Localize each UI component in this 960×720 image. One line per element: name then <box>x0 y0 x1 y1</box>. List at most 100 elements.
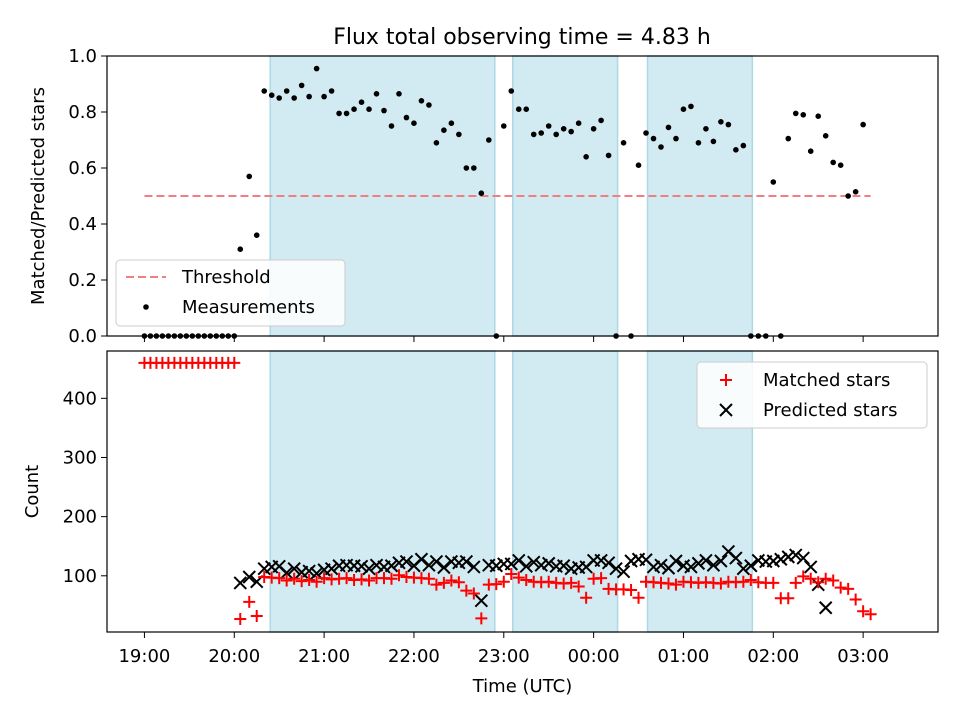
predicted-star-point <box>233 576 247 590</box>
legend-matched-label: Matched stars <box>763 370 890 391</box>
matched-star-point <box>340 572 353 585</box>
matched-star-point <box>669 578 682 591</box>
matched-star-point <box>460 584 473 597</box>
matched-star-point <box>737 575 750 588</box>
matched-star-point <box>318 572 331 585</box>
measurement-point <box>635 162 642 168</box>
predicted-star-point <box>384 559 399 573</box>
bottom-ylabel: Count <box>22 465 43 518</box>
predicted-star-point <box>414 552 429 566</box>
matched-star-point <box>572 580 585 593</box>
measurement-point <box>366 106 372 112</box>
measurement-point <box>343 110 350 117</box>
measurement-point <box>688 103 694 110</box>
predicted-star-point <box>437 560 451 575</box>
matched-star-point <box>475 612 488 625</box>
measurement-point <box>620 140 627 146</box>
measurement-point <box>792 110 799 117</box>
measurement-point <box>538 130 545 136</box>
top-axes: 0.0 0.2 0.4 0.6 0.8 1.0 Matched/Predicted star… <box>28 46 939 347</box>
bottom-legend-box <box>696 361 928 429</box>
matched-star-point <box>714 577 727 590</box>
predicted-star-point <box>744 559 758 573</box>
matched-star-point <box>595 572 608 585</box>
bottom-ytick-label: 200 <box>63 507 97 528</box>
matched-star-point <box>273 572 286 585</box>
measurement-point <box>298 82 305 89</box>
predicted-star-point <box>804 560 818 574</box>
measurement-point <box>770 179 777 185</box>
predicted-star-point <box>354 559 369 574</box>
predicted-star-point <box>512 553 526 568</box>
measurement-point <box>500 123 507 129</box>
legend-measurements-swatch <box>143 304 149 310</box>
measurement-point <box>575 120 582 126</box>
measurement-point <box>486 137 492 143</box>
matched-star-point <box>565 576 578 589</box>
matched-star-point <box>797 570 810 583</box>
matched-star-point <box>512 571 525 584</box>
measurement-point <box>321 93 327 100</box>
matched-star-point <box>819 572 832 585</box>
predicted-star-point <box>691 556 706 571</box>
measurement-point <box>373 91 380 97</box>
measurement-point <box>426 102 432 108</box>
matched-star-point <box>827 574 840 587</box>
measurement-point <box>433 140 440 146</box>
measurement-point <box>695 140 702 146</box>
measurement-point <box>381 107 387 114</box>
bottom-xtick-label: 22:00 <box>388 646 440 667</box>
bottom-ytick-label: 400 <box>63 388 97 409</box>
bottom-band-2 <box>512 350 619 633</box>
predicted-star-point <box>302 564 316 578</box>
matched-star-point <box>437 576 450 589</box>
chart-title: Flux total observing time = 4.83 h <box>333 25 711 50</box>
measurement-point <box>860 121 866 128</box>
bottom-xtick-label: 21:00 <box>298 646 350 667</box>
matched-star-point <box>228 356 241 369</box>
predicted-star-point <box>654 558 668 572</box>
bottom-axes-frame <box>106 350 939 633</box>
matched-star-point <box>355 573 368 586</box>
predicted-star-point <box>601 556 616 570</box>
matched-star-point <box>430 578 443 591</box>
matched-star-point <box>310 575 323 588</box>
matched-star-point <box>782 592 795 605</box>
predicted-star-point <box>287 561 301 576</box>
measurement-point <box>733 147 739 153</box>
legend-matched-swatch <box>720 374 732 386</box>
matched-star-point <box>234 612 247 625</box>
predicted-star-point <box>729 551 743 565</box>
measurement-point <box>785 135 792 142</box>
matched-star-point <box>580 591 593 604</box>
measurement-point <box>643 130 649 136</box>
measurement-point <box>665 124 672 131</box>
bottom-xtick-label: 03:00 <box>837 646 889 667</box>
top-legend-box <box>115 259 346 327</box>
measurement-point <box>283 88 290 94</box>
measurement-point <box>530 131 537 138</box>
legend-predicted-label: Predicted stars <box>763 400 897 421</box>
bottom-xtick-label: 23:00 <box>478 646 530 667</box>
measurement-point <box>291 95 297 101</box>
matched-star-point <box>842 582 855 595</box>
bottom-ytick-label: 100 <box>63 566 97 587</box>
matched-star-point <box>857 605 870 618</box>
predicted-star-point <box>429 554 444 569</box>
predicted-star-point <box>706 558 721 572</box>
measurement-point <box>268 92 275 98</box>
measurement-point <box>471 165 477 171</box>
matched-star-point <box>288 572 301 585</box>
bottom-legend: Matched stars Predicted stars <box>696 361 928 429</box>
measurement-point <box>560 126 567 132</box>
matched-star-point <box>250 610 263 623</box>
matched-star-point <box>467 587 480 600</box>
top-ytick-label: 0.0 <box>68 326 97 347</box>
measurement-point <box>313 65 320 72</box>
measurement-point <box>448 120 455 126</box>
matched-star-point <box>385 572 398 585</box>
predicted-star-point <box>519 559 533 574</box>
predicted-star-point <box>242 570 256 584</box>
matched-star-point <box>303 573 316 586</box>
measurement-point <box>852 189 859 195</box>
